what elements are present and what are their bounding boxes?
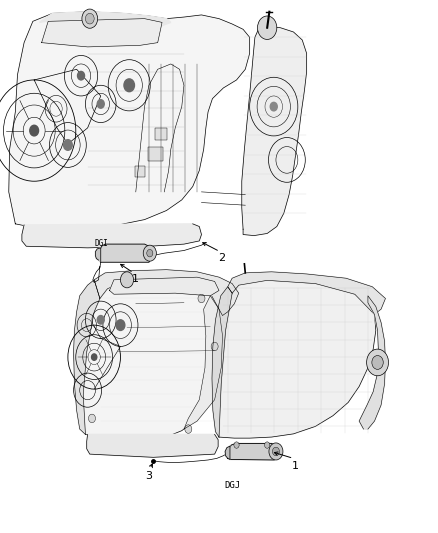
Circle shape — [258, 16, 277, 39]
Circle shape — [120, 272, 134, 288]
Polygon shape — [228, 272, 385, 314]
Text: DGI: DGI — [94, 239, 108, 248]
Circle shape — [30, 125, 39, 136]
Circle shape — [116, 320, 125, 330]
Text: 1: 1 — [131, 274, 138, 284]
Circle shape — [234, 442, 239, 448]
Circle shape — [372, 356, 383, 369]
FancyBboxPatch shape — [155, 128, 167, 140]
Polygon shape — [74, 280, 100, 434]
Circle shape — [85, 13, 94, 24]
Polygon shape — [184, 296, 223, 429]
Circle shape — [97, 316, 104, 324]
Polygon shape — [359, 296, 385, 429]
Polygon shape — [39, 12, 171, 26]
Circle shape — [124, 79, 134, 92]
Polygon shape — [87, 434, 218, 457]
Circle shape — [97, 100, 104, 108]
Circle shape — [64, 140, 72, 150]
Polygon shape — [95, 248, 101, 262]
Circle shape — [367, 349, 389, 376]
Circle shape — [88, 414, 95, 423]
Polygon shape — [9, 12, 250, 229]
Polygon shape — [229, 443, 277, 460]
Polygon shape — [22, 224, 201, 248]
Circle shape — [78, 71, 85, 80]
Circle shape — [147, 249, 153, 257]
Polygon shape — [212, 287, 232, 437]
Circle shape — [185, 425, 192, 433]
Polygon shape — [242, 27, 307, 236]
Circle shape — [92, 354, 97, 360]
Polygon shape — [100, 244, 151, 262]
Text: 3: 3 — [145, 471, 152, 481]
Polygon shape — [83, 280, 223, 439]
Circle shape — [198, 294, 205, 303]
Polygon shape — [94, 270, 239, 316]
Circle shape — [82, 9, 98, 28]
Circle shape — [272, 447, 279, 456]
Circle shape — [143, 245, 156, 261]
Circle shape — [269, 443, 283, 460]
FancyBboxPatch shape — [135, 166, 145, 177]
Polygon shape — [110, 277, 219, 296]
FancyBboxPatch shape — [148, 147, 163, 161]
Polygon shape — [219, 280, 376, 438]
Circle shape — [211, 342, 218, 351]
Circle shape — [265, 442, 270, 448]
Text: 2: 2 — [219, 253, 226, 263]
Circle shape — [270, 102, 277, 111]
Text: 1: 1 — [292, 461, 299, 471]
Polygon shape — [225, 446, 230, 459]
Polygon shape — [42, 19, 162, 47]
Text: DGJ: DGJ — [224, 481, 240, 490]
